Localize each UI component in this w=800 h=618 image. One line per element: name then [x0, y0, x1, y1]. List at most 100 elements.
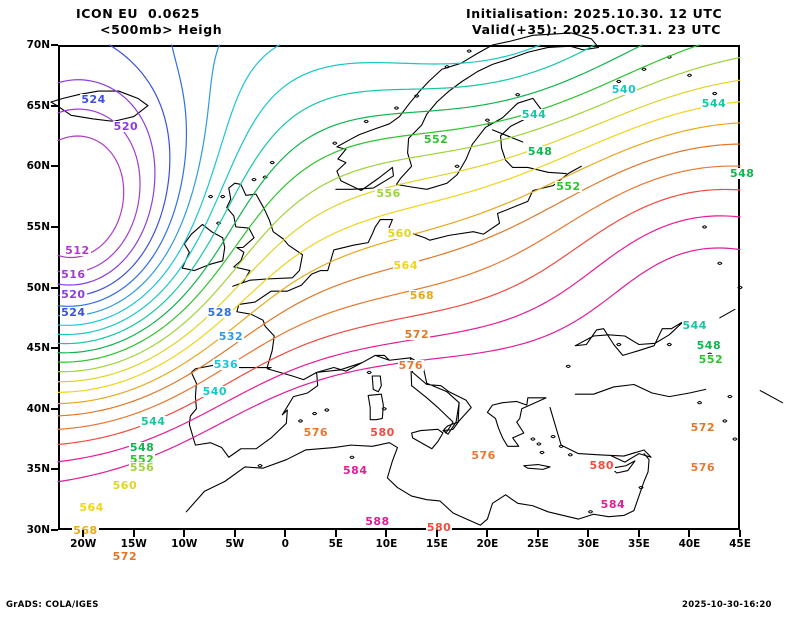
contour-label: 568	[408, 288, 436, 302]
contour-label: 536	[212, 358, 240, 372]
contour-label: 548	[729, 166, 756, 180]
contour-label: 572	[689, 421, 717, 435]
x-axis-label: 0	[281, 538, 289, 550]
x-axis-tick	[82, 530, 85, 537]
contour-label: 564	[78, 501, 105, 515]
contour-label: 524	[60, 305, 87, 319]
x-axis-label: 40E	[678, 538, 701, 550]
contour-label: 524	[80, 92, 107, 106]
y-axis-label: 45N	[26, 342, 50, 355]
contour-label: 516	[60, 268, 87, 282]
contour-line-536	[57, 44, 280, 326]
contour-line-556	[57, 56, 741, 373]
contour-label: 544	[681, 319, 708, 333]
y-axis-tick	[51, 529, 58, 531]
contour-label: 512	[64, 244, 91, 258]
contour-layer	[57, 44, 741, 483]
contour-label: 572	[111, 549, 139, 563]
x-axis-label: 15W	[120, 538, 147, 550]
plot-frame	[58, 45, 740, 530]
contour-line-528	[57, 44, 188, 307]
contour-line-584	[57, 215, 741, 463]
y-axis-label: 30N	[26, 524, 50, 536]
contour-line-540	[57, 44, 541, 336]
field-title: <500mb> Heigh	[100, 22, 223, 37]
contour-label: 580	[425, 520, 453, 534]
y-axis-label: 60N	[26, 160, 50, 173]
coastline-layer	[50, 32, 783, 526]
contour-label: 584	[342, 463, 369, 477]
y-axis-tick	[51, 347, 58, 350]
y-axis-label: 50N	[26, 281, 50, 294]
contour-line-552	[57, 44, 700, 363]
contour-line-520	[57, 79, 156, 286]
x-axis-tick	[183, 530, 186, 537]
initialisation-label: Initialisation: 2025.10.30. 12 UTC	[466, 6, 723, 21]
x-axis-label: 5W	[225, 538, 245, 550]
x-axis-label: 10W	[171, 538, 198, 550]
y-axis-label: 55N	[26, 220, 50, 233]
y-axis-label: 65N	[26, 99, 50, 112]
x-axis-tick	[334, 530, 337, 537]
contour-label: 588	[364, 514, 391, 528]
y-axis-label: 35N	[26, 463, 50, 476]
x-axis-tick	[435, 530, 438, 537]
map-plot-area: 524 520 512 516 520 524 528 532 536 540 544 548 552 5…	[50, 32, 783, 562]
x-axis-tick	[284, 530, 287, 537]
x-axis-tick	[637, 530, 640, 537]
contour-label: 544	[700, 97, 728, 111]
model-title: ICON EU 0.0625	[76, 6, 200, 21]
contour-label: 532	[217, 330, 245, 344]
contour-label: 552	[422, 132, 450, 146]
contour-label: 552	[555, 179, 582, 193]
x-axis-tick	[486, 530, 489, 537]
contour-label: 576	[397, 359, 425, 373]
x-axis-label: 45E	[729, 538, 751, 550]
contour-label: 572	[403, 327, 431, 341]
contour-line-516	[57, 108, 141, 274]
contour-label: 584	[599, 497, 627, 511]
contour-label: 548	[128, 440, 156, 454]
y-axis-tick	[51, 407, 58, 410]
contour-label: 568	[72, 524, 99, 538]
contour-line-572	[57, 143, 741, 417]
contour-line-532	[57, 44, 220, 317]
contour-label: 540	[610, 82, 638, 96]
x-axis-label: 25E	[527, 538, 549, 550]
contour-line-580	[57, 188, 741, 446]
contour-label: 544	[520, 108, 548, 122]
x-axis-tick	[536, 530, 539, 537]
x-axis-label: 20W	[70, 538, 97, 550]
contour-label: 528	[206, 305, 234, 319]
x-axis-tick	[385, 530, 388, 537]
x-axis-tick	[233, 530, 236, 537]
contour-label: 552	[128, 452, 156, 466]
contour-line-588	[57, 247, 741, 483]
contour-line-548	[57, 44, 643, 354]
contour-label: 520	[60, 287, 87, 301]
contour-label: 544	[139, 415, 167, 429]
y-axis-tick	[51, 286, 58, 289]
contour-line-568	[57, 122, 741, 405]
y-axis-tick	[51, 225, 58, 228]
contour-line-560	[57, 79, 741, 383]
credit-label: GrADS: COLA/IGES	[6, 600, 99, 610]
contour-label: 556	[128, 461, 156, 475]
contour-label: 576	[689, 461, 717, 475]
contour-label: 520	[112, 120, 140, 134]
y-axis-label: 40N	[26, 402, 50, 415]
contour-line-524	[57, 44, 171, 297]
contour-label: 548	[695, 338, 723, 352]
contour-label: 580	[588, 458, 616, 472]
contour-label: 560	[386, 227, 413, 241]
x-axis-tick	[739, 530, 741, 537]
contour-label: 552	[697, 353, 725, 367]
x-axis-tick	[587, 530, 590, 537]
y-axis-tick	[51, 468, 58, 471]
contour-line-512	[57, 135, 125, 259]
x-axis-tick	[132, 530, 135, 537]
contour-label: 560	[111, 479, 139, 493]
x-axis-label: 35E	[628, 538, 650, 550]
contour-label: 564	[392, 258, 419, 272]
